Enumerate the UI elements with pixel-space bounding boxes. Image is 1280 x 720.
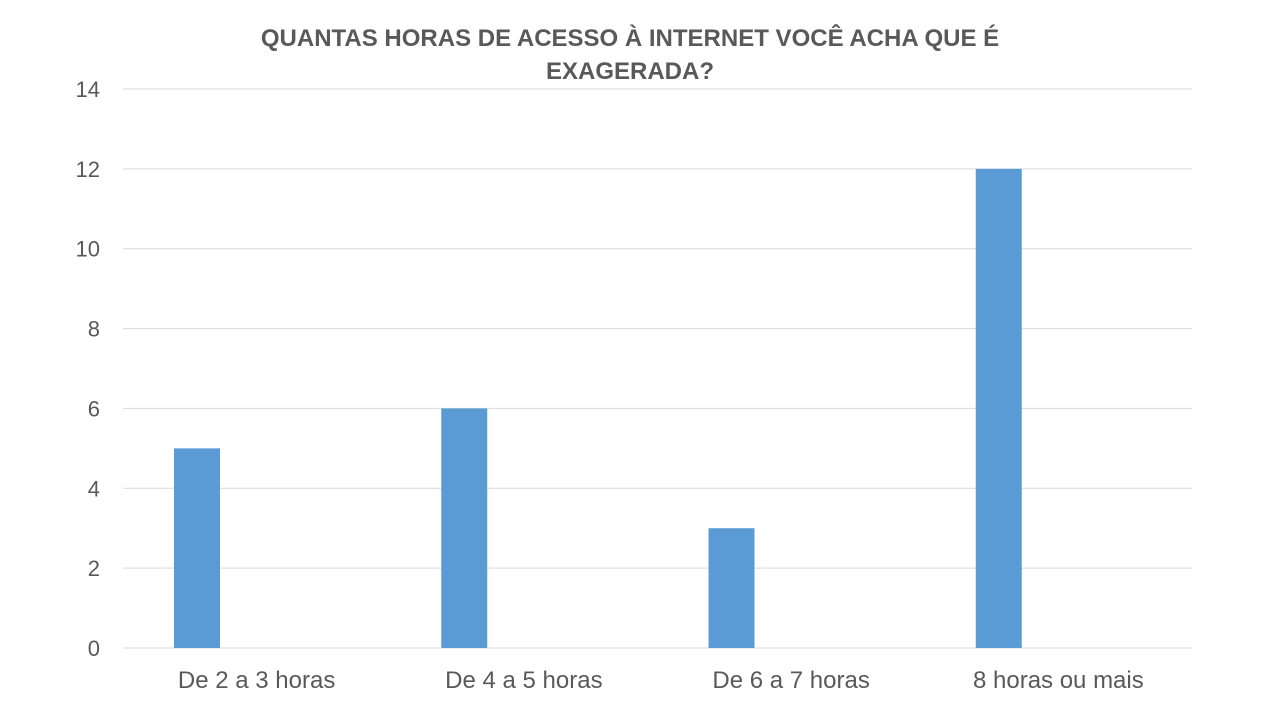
bar [174,448,220,648]
y-tick-label: 4 [88,476,100,501]
y-axis-ticks: 0 2 4 6 8 10 12 14 [76,77,100,661]
chart-title: QUANTAS HORAS DE ACESSO À INTERNET VOCÊ … [260,25,1000,85]
bar [708,528,755,648]
x-category-label: 8 horas ou mais [973,667,1144,694]
y-tick-label: 14 [76,77,100,102]
x-category-label: De 4 a 5 horas [445,667,602,694]
x-category-label: De 6 a 7 horas [712,667,869,694]
y-tick-label: 8 [88,317,100,342]
x-axis-labels: De 2 a 3 horas De 4 a 5 horas De 6 a 7 hor… [178,667,1144,694]
y-tick-label: 2 [88,556,100,581]
y-tick-label: 10 [76,237,100,262]
y-tick-label: 12 [76,157,100,182]
bars [174,168,1022,648]
bar [975,168,1022,648]
y-tick-label: 6 [88,396,100,421]
gridlines [123,88,1192,649]
bar [441,408,488,648]
x-category-label: De 2 a 3 horas [178,667,335,694]
y-tick-label: 0 [88,636,100,661]
